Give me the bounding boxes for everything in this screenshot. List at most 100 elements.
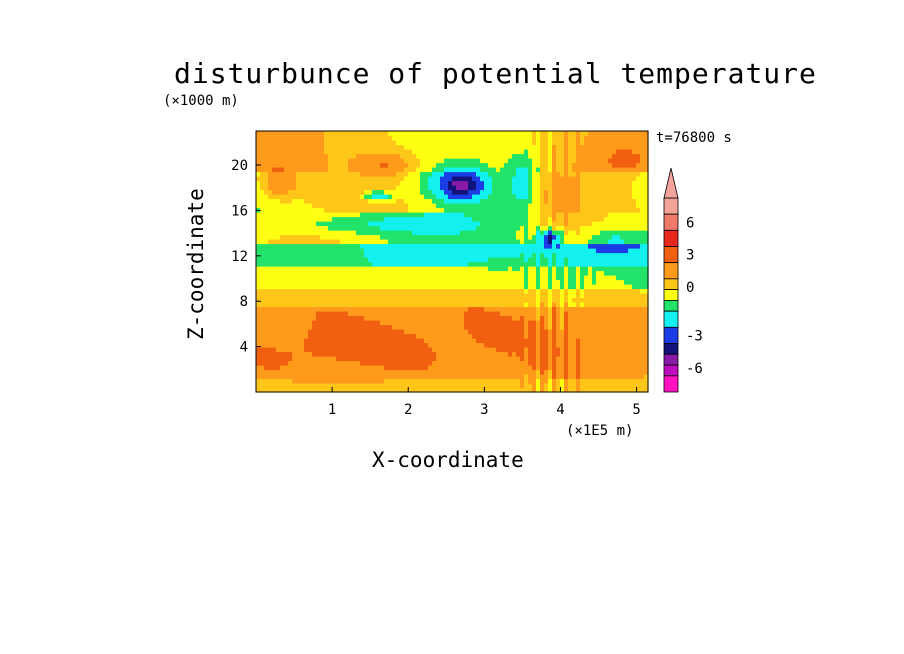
heatmap-cell (424, 266, 429, 272)
heatmap-cell (268, 180, 273, 186)
heatmap-cell (552, 198, 557, 204)
heatmap-cell (500, 243, 505, 249)
heatmap-cell (508, 194, 513, 200)
heatmap-cell (524, 351, 529, 357)
heatmap-cell (500, 176, 505, 182)
heatmap-cell (528, 270, 533, 276)
heatmap-cell (284, 194, 289, 200)
heatmap-cell (516, 351, 521, 357)
heatmap-cell (268, 207, 273, 213)
heatmap-cell (516, 180, 521, 186)
heatmap-cell (292, 230, 297, 236)
heatmap-cell (588, 176, 593, 182)
heatmap-cell (360, 230, 365, 236)
heatmap-cell (396, 329, 401, 335)
heatmap-cell (532, 338, 537, 344)
heatmap-cell (536, 153, 541, 159)
heatmap-cell (284, 324, 289, 330)
heatmap-cell (260, 149, 265, 155)
heatmap-cell (540, 306, 545, 312)
heatmap-cell (276, 176, 281, 182)
heatmap-cell (548, 297, 553, 303)
heatmap-cell (576, 347, 581, 353)
heatmap-cell (328, 383, 333, 389)
heatmap-cell (408, 185, 413, 191)
heatmap-cell (544, 338, 549, 344)
heatmap-cell (396, 131, 401, 137)
heatmap-cell (404, 338, 409, 344)
heatmap-cell (292, 266, 297, 272)
heatmap-cell (300, 194, 305, 200)
heatmap-cell (280, 387, 285, 393)
heatmap-cell (556, 252, 561, 258)
heatmap-cell (336, 212, 341, 218)
heatmap-cell (284, 306, 289, 312)
heatmap-cell (400, 338, 405, 344)
heatmap-cell (316, 288, 321, 294)
heatmap-cell (476, 158, 481, 164)
heatmap-cell (436, 266, 441, 272)
heatmap-cell (424, 212, 429, 218)
heatmap-cell (356, 347, 361, 353)
heatmap-cell (524, 275, 529, 281)
heatmap-cell (256, 369, 261, 375)
heatmap-cell (296, 333, 301, 339)
heatmap-cell (460, 239, 465, 245)
heatmap-cell (280, 189, 285, 195)
heatmap-cell (392, 347, 397, 353)
heatmap-cell (412, 207, 417, 213)
heatmap-cell (260, 257, 265, 263)
heatmap-cell (436, 158, 441, 164)
heatmap-cell (276, 167, 281, 173)
heatmap-cell (328, 347, 333, 353)
heatmap-cell (400, 243, 405, 249)
heatmap-cell (372, 270, 377, 276)
heatmap-cell (440, 329, 445, 335)
heatmap-cell (580, 351, 585, 357)
heatmap-cell (452, 144, 457, 150)
heatmap-cell (284, 356, 289, 362)
heatmap-cell (552, 333, 557, 339)
heatmap-cell (308, 252, 313, 258)
heatmap-cell (420, 135, 425, 141)
heatmap-cell (448, 234, 453, 240)
heatmap-cell (504, 171, 509, 177)
heatmap-cell (352, 257, 357, 263)
heatmap-cell (312, 194, 317, 200)
heatmap-cell (516, 239, 521, 245)
heatmap-cell (336, 279, 341, 285)
heatmap-cell (468, 194, 473, 200)
heatmap-cell (284, 239, 289, 245)
heatmap-cell (532, 149, 537, 155)
heatmap-cell (424, 270, 429, 276)
heatmap-cell (524, 203, 529, 209)
heatmap-cell (572, 297, 577, 303)
heatmap-cell (548, 383, 553, 389)
heatmap-cell (356, 275, 361, 281)
heatmap-cell (256, 387, 261, 393)
heatmap-cell (452, 333, 457, 339)
heatmap-cell (544, 243, 549, 249)
heatmap-cell (520, 171, 525, 177)
heatmap-cell (332, 189, 337, 195)
heatmap-cell (428, 369, 433, 375)
heatmap-cell (448, 351, 453, 357)
heatmap-cell (532, 329, 537, 335)
heatmap-cell (592, 360, 597, 366)
heatmap-cell (328, 374, 333, 380)
heatmap-cell (564, 261, 569, 267)
heatmap-cell (276, 329, 281, 335)
heatmap-cell (376, 369, 381, 375)
heatmap-cell (260, 270, 265, 276)
heatmap-cell (564, 342, 569, 348)
heatmap-cell (580, 266, 585, 272)
heatmap-cell (316, 176, 321, 182)
heatmap-cell (364, 243, 369, 249)
heatmap-cell (472, 351, 477, 357)
heatmap-cell (272, 293, 277, 299)
heatmap-cell (592, 302, 597, 308)
heatmap-cell (520, 369, 525, 375)
heatmap-cell (444, 365, 449, 371)
heatmap-cell (536, 338, 541, 344)
heatmap-cell (272, 203, 277, 209)
